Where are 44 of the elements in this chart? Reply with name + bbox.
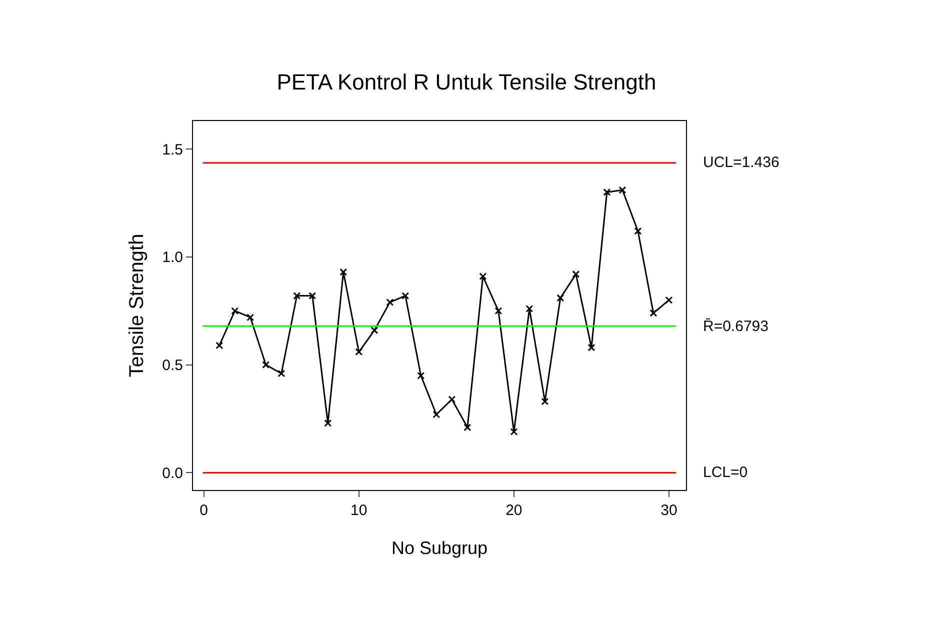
y-tick-label: 0.0 xyxy=(162,464,183,482)
ref-line-label: LCL=0 xyxy=(703,464,748,481)
point xyxy=(262,361,270,369)
point xyxy=(650,309,658,317)
point xyxy=(355,348,363,356)
point xyxy=(479,272,487,280)
y-axis-title: Tensile Strength xyxy=(126,234,148,378)
point xyxy=(448,396,456,404)
point xyxy=(556,294,564,302)
x-tick-label: 20 xyxy=(506,502,522,519)
point xyxy=(246,314,254,322)
ref-line-label: UCL=1.436 xyxy=(703,154,780,171)
x-axis-title: No Subgrup xyxy=(391,538,488,558)
x-tick-label: 30 xyxy=(660,502,678,519)
point xyxy=(231,307,239,315)
x-tick-label: 0 xyxy=(200,502,208,519)
point xyxy=(526,304,534,312)
point xyxy=(308,292,316,300)
point xyxy=(618,186,626,194)
point xyxy=(588,344,596,352)
point xyxy=(510,428,518,436)
point xyxy=(293,292,301,300)
point xyxy=(572,270,580,278)
x-tick-label: 10 xyxy=(350,502,368,519)
point xyxy=(216,342,224,350)
point xyxy=(464,424,472,432)
point xyxy=(278,370,286,378)
point xyxy=(417,372,425,380)
y-tick-label: 1.5 xyxy=(162,141,183,158)
point xyxy=(324,419,332,427)
point xyxy=(494,307,502,315)
point xyxy=(432,410,440,418)
point xyxy=(603,188,611,196)
point xyxy=(370,326,378,334)
chart-title: PETA Kontrol R Untuk Tensile Strength xyxy=(276,69,656,94)
point xyxy=(386,298,394,306)
point xyxy=(665,296,673,304)
point xyxy=(402,292,410,300)
point xyxy=(541,398,549,406)
y-tick-label: 1.0 xyxy=(162,249,183,266)
point xyxy=(634,227,642,235)
y-tick-label: 0.5 xyxy=(162,357,183,374)
ref-line-label: R̄=0.6793 xyxy=(703,318,768,335)
point xyxy=(340,268,348,276)
